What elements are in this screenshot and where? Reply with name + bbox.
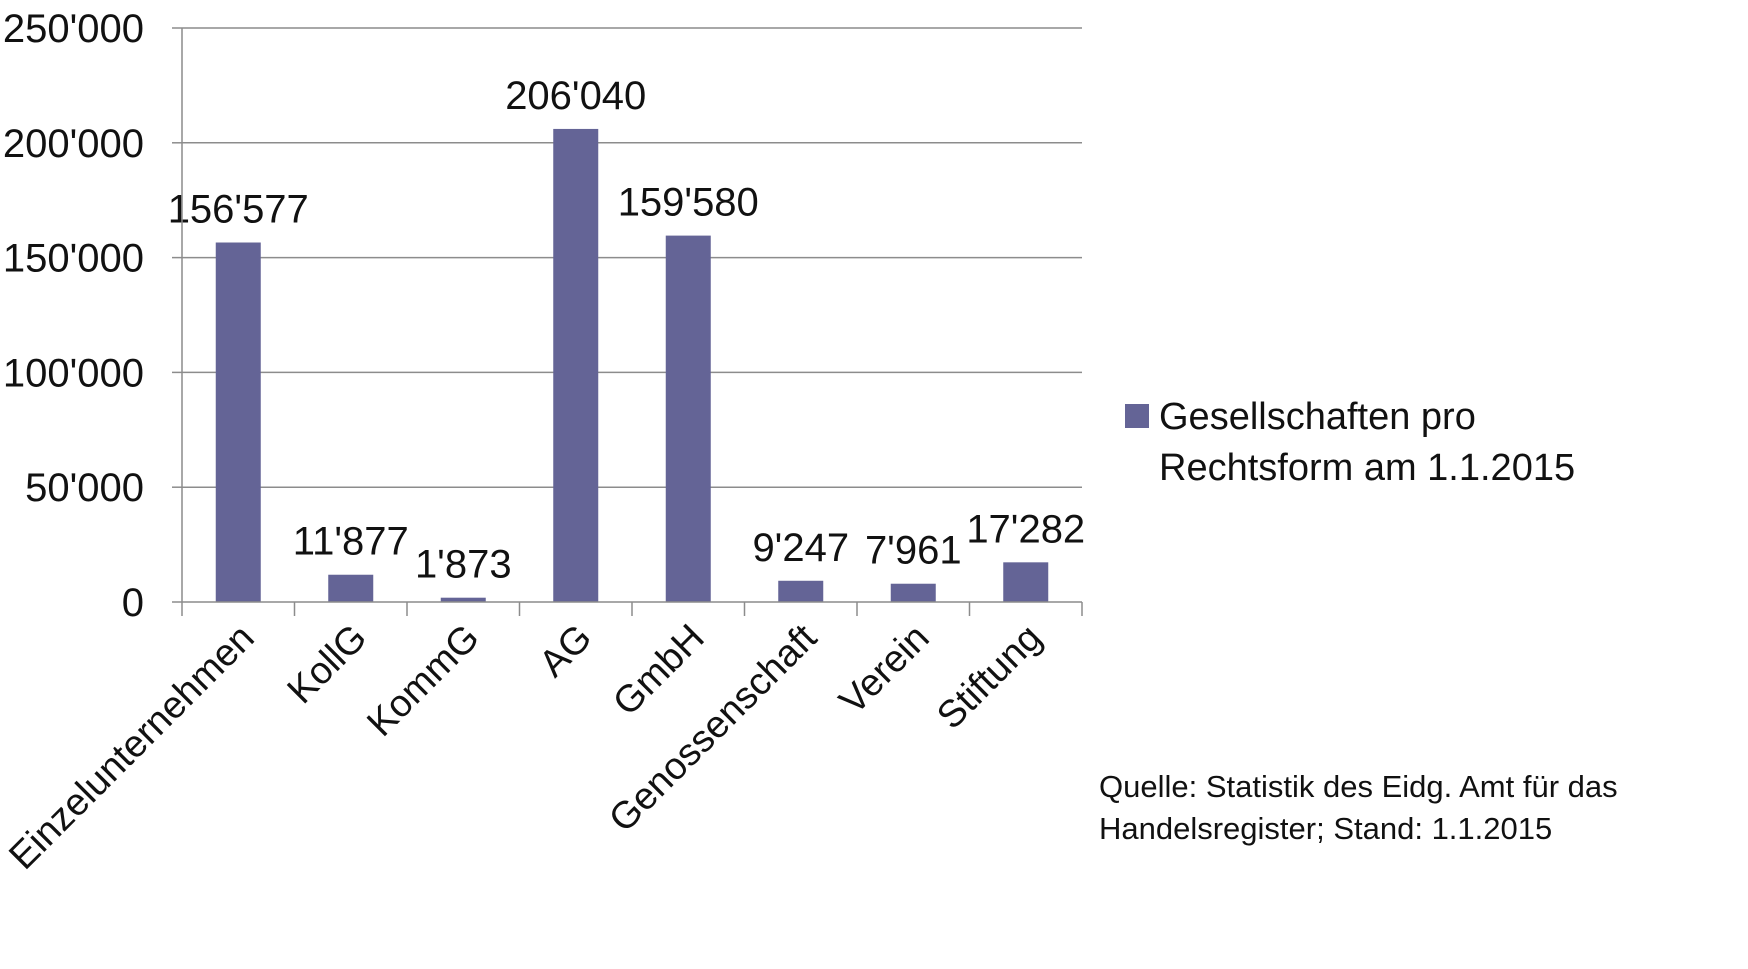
legend-label-line-2: Rechtsform am 1.1.2015 bbox=[1159, 447, 1575, 489]
data-label: 156'577 bbox=[168, 187, 309, 231]
y-tick-label: 50'000 bbox=[25, 466, 144, 510]
category-label: Stiftung bbox=[929, 617, 1050, 738]
category-label: KollG bbox=[280, 617, 375, 712]
bar-einzelunternehmen bbox=[215, 242, 261, 602]
data-label: 1'873 bbox=[415, 543, 512, 587]
category-label: Genossenschaft bbox=[601, 616, 825, 840]
data-label: 9'247 bbox=[752, 526, 849, 570]
y-tick-label: 200'000 bbox=[3, 122, 144, 166]
source-note: Quelle: Statistik des Eidg. Amt für das … bbox=[1099, 769, 1618, 846]
data-label: 17'282 bbox=[966, 507, 1085, 551]
source-line-1: Quelle: Statistik des Eidg. Amt für das bbox=[1099, 769, 1618, 804]
legend: Gesellschaften pro Rechtsform am 1.1.201… bbox=[1125, 396, 1575, 489]
bar-kommg bbox=[440, 597, 486, 602]
bar-ag bbox=[553, 128, 599, 602]
category-label: Einzelunternehmen bbox=[1, 617, 262, 878]
y-tick-label: 100'000 bbox=[3, 351, 144, 395]
y-axis-ticks: 0 50'000 100'000 150'000 200'000 250'000 bbox=[3, 7, 182, 625]
data-label: 206'040 bbox=[505, 74, 646, 118]
bar-genossenschaft bbox=[778, 580, 824, 602]
y-tick-label: 250'000 bbox=[3, 7, 144, 51]
bar-stiftung bbox=[1003, 562, 1049, 602]
bar-gmbh bbox=[665, 235, 711, 603]
category-label: Verein bbox=[832, 617, 938, 723]
category-label: AG bbox=[532, 617, 601, 686]
source-line-2: Handelsregister; Stand: 1.1.2015 bbox=[1099, 811, 1552, 846]
y-tick-label: 150'000 bbox=[3, 237, 144, 281]
bars bbox=[215, 128, 1049, 603]
category-label: GmbH bbox=[605, 617, 712, 724]
axes bbox=[181, 28, 1083, 616]
data-label: 7'961 bbox=[865, 529, 962, 573]
gridlines bbox=[182, 27, 1082, 488]
category-label: KommG bbox=[359, 617, 487, 745]
data-label: 159'580 bbox=[618, 181, 759, 225]
legend-swatch bbox=[1125, 404, 1149, 428]
data-label: 11'877 bbox=[293, 520, 409, 564]
bar-verein bbox=[890, 583, 936, 602]
y-tick-label: 0 bbox=[122, 581, 144, 625]
bar-kollg bbox=[328, 574, 374, 602]
legend-label-line-1: Gesellschaften pro bbox=[1159, 396, 1476, 438]
